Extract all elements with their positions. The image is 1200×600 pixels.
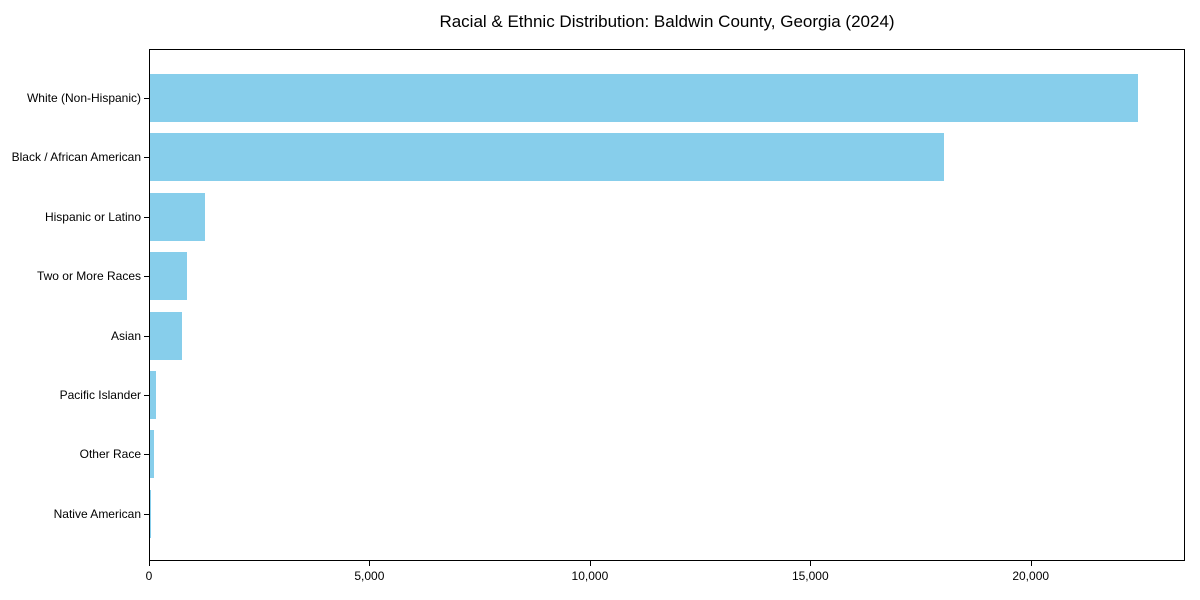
y-axis-label-pacific-islander: Pacific Islander <box>59 388 141 402</box>
y-tick-mark <box>144 454 149 456</box>
x-tick-mark <box>589 561 591 566</box>
bar-white-non-hispanic <box>150 74 1138 122</box>
y-tick-mark <box>144 216 149 218</box>
bar-asian <box>150 311 183 360</box>
y-axis-label-white-non-hispanic: White (Non-Hispanic) <box>26 91 141 105</box>
x-tick-label: 15,000 <box>791 569 829 583</box>
chart-title: Racial & Ethnic Distribution: Baldwin Co… <box>439 12 895 31</box>
x-tick-label: 10,000 <box>571 569 609 583</box>
y-tick-mark <box>144 98 149 99</box>
x-tick-mark <box>810 561 812 566</box>
bar-hispanic-or-latino <box>150 192 206 241</box>
bar-pacific-islander <box>150 371 157 419</box>
y-tick-mark <box>144 276 149 278</box>
x-tick-mark <box>149 561 150 566</box>
x-tick-label: 0 <box>145 569 153 583</box>
x-tick-label: 20,000 <box>1012 569 1050 583</box>
bar-black-african-american <box>150 133 944 182</box>
y-axis-label-black-african-american: Black / African American <box>11 150 141 165</box>
y-axis-label-asian: Asian <box>110 328 141 343</box>
plot-area <box>149 49 1185 561</box>
x-tick-mark <box>1030 561 1032 566</box>
x-tick-label: 5,000 <box>354 569 385 583</box>
y-tick-mark <box>144 157 149 159</box>
y-axis-label-two-or-more-races: Two or More Races <box>36 269 141 284</box>
y-axis-label-other-race: Other Race <box>79 447 141 462</box>
y-axis-label-hispanic-or-latino: Hispanic or Latino <box>44 209 141 224</box>
bar-two-or-more-races <box>150 252 187 301</box>
y-axis-label-native-american: Native American <box>53 506 141 521</box>
bar-native-american <box>150 489 151 538</box>
y-tick-mark <box>144 395 149 396</box>
y-tick-mark <box>144 335 149 337</box>
x-tick-mark <box>369 561 371 566</box>
bar-other-race <box>150 430 154 479</box>
y-tick-mark <box>144 513 149 515</box>
